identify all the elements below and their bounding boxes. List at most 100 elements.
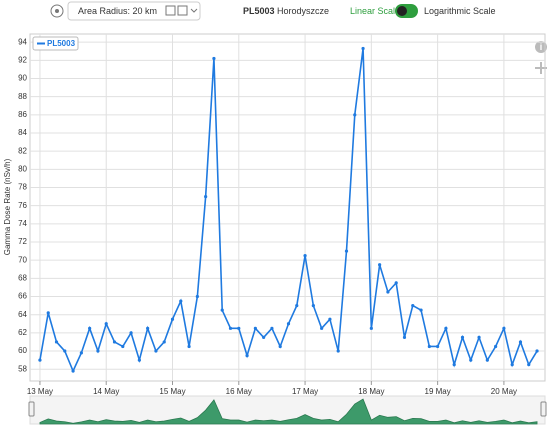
point [518,340,523,344]
point [436,344,440,349]
linear-label[interactable]: Linear Scale [350,6,400,16]
point [212,56,216,61]
y-tick-label: 80 [18,164,27,173]
navigator[interactable] [28,395,547,425]
point [394,281,398,285]
navigator-bg [29,395,546,425]
point [278,344,282,349]
x-tick-label: 14 May [93,387,119,396]
point [137,358,141,362]
point [121,344,125,349]
point [320,326,324,330]
point [361,46,365,51]
navigator-area [39,398,538,425]
point [386,290,390,294]
info-icon[interactable] [535,41,547,53]
y-tick-label: 84 [18,128,27,137]
locate-dot [55,9,59,13]
point [510,363,514,367]
point [112,340,117,344]
point [63,349,67,353]
point [96,349,100,353]
point [129,331,133,335]
point [220,308,224,312]
dropdown-arrow[interactable] [190,8,198,13]
point [204,194,208,199]
point [502,326,506,330]
point [154,349,158,353]
point [353,113,357,117]
point [311,304,315,308]
y-tick-label: 66 [18,292,27,301]
point [369,326,373,330]
y-tick-label: 62 [18,328,27,337]
y-tick-label: 70 [18,255,27,264]
grid: 58 60 62 64 66 68 70 72 74 76 78 80 82 84 86 88 90 92 94 13… [18,33,546,396]
point [195,294,199,299]
y-tick-label: 72 [18,237,27,246]
navigator-handle[interactable] [540,401,547,417]
point [460,335,465,339]
point [228,326,233,330]
point [38,358,42,362]
y-tick-label: 92 [18,55,27,64]
point [295,304,299,308]
point [535,349,539,353]
point [88,326,92,330]
point [419,308,423,312]
point [162,340,166,344]
point [237,326,241,330]
point [328,317,332,321]
point [378,263,382,267]
locate-icon[interactable] [50,4,64,18]
point [146,326,150,330]
point [245,353,249,358]
point [344,249,349,253]
x-tick-label: 13 May [27,387,53,396]
x-tick-label: 19 May [425,387,451,396]
point [303,254,307,258]
point [187,344,191,349]
x-tick-label: 15 May [159,387,185,396]
toggle-knob [397,6,407,16]
y-tick-label: 60 [18,346,27,355]
station-name: Horodyszcze [277,6,329,16]
y-tick-label: 74 [18,219,27,228]
y-tick-label: 64 [18,310,27,319]
point [46,311,50,315]
plot-frame [29,33,546,382]
x-tick-label: 16 May [226,387,252,396]
y-tick-label: 78 [18,183,27,192]
legend-box [32,36,79,51]
point [54,340,59,344]
point [262,335,266,339]
y-axis-label: Gamma Dose Rate (nSv/h) [3,158,12,255]
log-label[interactable]: Logarithmic Scale [424,6,496,16]
point [485,358,489,362]
point [527,363,531,367]
point [427,344,431,349]
x-tick-label: 20 May [491,387,517,396]
navigator-handle[interactable] [28,401,35,417]
y-tick-label: 82 [18,146,27,155]
y-tick-label: 94 [18,37,27,46]
point [444,326,448,330]
x-tick-label: 17 May [292,387,318,396]
point [253,326,257,330]
y-tick-label: 68 [18,273,27,282]
plus-button[interactable] [177,5,188,16]
point [71,369,75,373]
y-tick-label: 76 [18,201,27,210]
point [336,349,340,353]
y-tick-label: 90 [18,74,27,83]
legend-label: PL5003 [47,39,76,48]
y-tick-label: 86 [18,110,27,119]
info-i: i [540,42,543,52]
minus-button[interactable] [165,5,176,16]
y-tick-label: 88 [18,92,27,101]
x-tick-label: 18 May [358,387,384,396]
point [494,344,498,349]
point [286,322,291,326]
plot: PL5003 [32,36,539,374]
